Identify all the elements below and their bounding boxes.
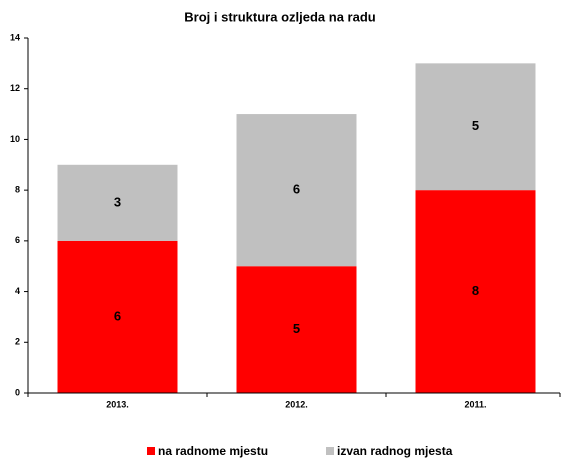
x-tick-label: 2012. [285, 399, 308, 409]
data-label: 5 [472, 118, 479, 133]
data-label: 5 [293, 321, 300, 336]
y-tick-label: 14 [10, 32, 20, 42]
x-tick-label: 2013. [106, 399, 129, 409]
data-label: 8 [472, 283, 479, 298]
bar-segment [415, 63, 536, 191]
bar-segment [236, 266, 357, 393]
legend-swatch [326, 447, 334, 455]
data-label: 6 [293, 182, 300, 197]
bar-segment [57, 240, 178, 393]
y-tick-label: 0 [15, 387, 20, 397]
bar-segment [236, 114, 357, 267]
y-tick-label: 2 [15, 337, 20, 347]
chart-title: Broj i struktura ozljeda na radu [184, 9, 375, 24]
legend-label: izvan radnog mjesta [337, 444, 453, 458]
bar-segment [415, 190, 536, 393]
data-label: 3 [114, 194, 121, 209]
bar-segment [57, 164, 178, 241]
y-tick-label: 8 [15, 185, 20, 195]
y-tick-label: 4 [15, 286, 20, 296]
y-tick-label: 6 [15, 235, 20, 245]
legend-label: na radnome mjestu [158, 444, 268, 458]
data-label: 6 [114, 308, 121, 323]
legend-swatch [147, 447, 155, 455]
y-tick-label: 12 [10, 83, 20, 93]
x-tick-label: 2011. [464, 399, 486, 409]
y-tick-label: 10 [10, 134, 20, 144]
